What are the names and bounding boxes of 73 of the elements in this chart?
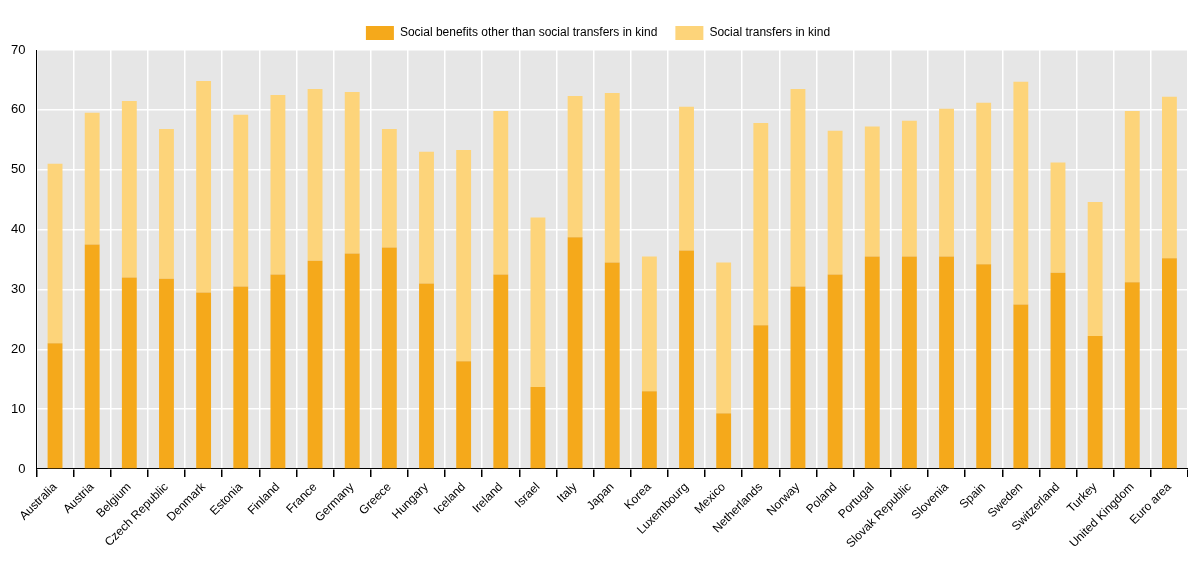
bar — [790, 286, 806, 469]
bar — [381, 247, 397, 469]
bar — [827, 274, 843, 469]
bar — [270, 94, 286, 275]
bar — [344, 91, 360, 254]
bar — [567, 237, 583, 469]
bar — [307, 260, 323, 469]
y-tick-label: 30 — [10, 280, 26, 296]
bar — [419, 283, 434, 469]
bar — [270, 274, 286, 469]
bar — [1124, 282, 1140, 469]
y-tick-label: 50 — [10, 161, 26, 177]
bar — [790, 88, 806, 287]
bar — [604, 93, 620, 263]
bar — [1162, 258, 1177, 469]
bar — [456, 149, 472, 362]
bar — [344, 253, 360, 469]
bar — [1050, 162, 1066, 273]
bar — [641, 391, 657, 469]
bar — [47, 343, 63, 469]
bar — [159, 129, 174, 279]
bar — [901, 120, 917, 257]
bar — [1087, 336, 1103, 469]
bar — [530, 217, 546, 387]
bar — [827, 130, 843, 275]
bar — [1050, 272, 1066, 469]
bar — [716, 413, 732, 469]
bar — [901, 256, 917, 469]
bar — [567, 96, 583, 238]
bar — [381, 129, 397, 248]
y-tick-label: 0 — [18, 460, 26, 476]
bar — [419, 151, 434, 284]
bar — [493, 274, 509, 469]
bar — [1124, 111, 1140, 283]
bar — [196, 292, 212, 469]
bar — [84, 112, 100, 245]
bar — [121, 277, 137, 469]
bar — [716, 262, 732, 414]
bar — [196, 81, 212, 293]
bar — [641, 256, 657, 392]
y-tick-label: 10 — [10, 400, 26, 416]
bar — [604, 262, 620, 469]
y-tick-label: 60 — [10, 101, 26, 117]
legend-label: Social benefits other than social transfers in kind — [399, 25, 658, 40]
bar — [1013, 304, 1029, 469]
bar — [753, 123, 769, 326]
bar — [679, 106, 694, 251]
bar — [159, 278, 174, 469]
bar — [530, 386, 546, 469]
bar — [679, 250, 694, 469]
y-tick-label: 20 — [10, 340, 26, 356]
bar — [233, 114, 249, 287]
bar — [47, 163, 63, 344]
bar — [493, 111, 509, 275]
bar — [753, 325, 769, 469]
bar — [456, 361, 472, 469]
y-tick-label: 40 — [10, 221, 26, 237]
bar — [976, 102, 992, 265]
bar — [864, 256, 880, 469]
bar — [1162, 96, 1177, 259]
bar — [939, 256, 954, 469]
bar — [233, 286, 249, 469]
bar — [939, 108, 954, 257]
bar — [1013, 81, 1029, 305]
bar — [976, 264, 992, 469]
legend-label: Social transfers in kind — [709, 25, 831, 40]
y-tick-label: 70 — [10, 41, 26, 57]
bar — [1087, 202, 1103, 337]
bar — [864, 126, 880, 257]
x-tick-label: Italy — [554, 479, 580, 506]
bar — [307, 88, 323, 261]
bar — [121, 100, 137, 278]
bar — [84, 244, 100, 469]
